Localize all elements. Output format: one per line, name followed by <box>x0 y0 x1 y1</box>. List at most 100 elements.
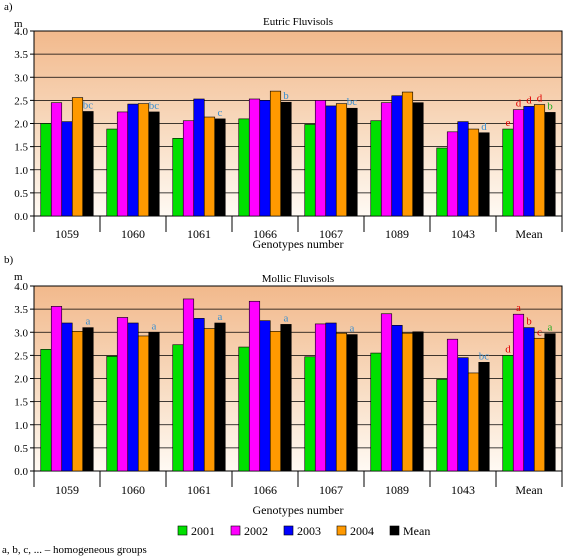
bar <box>50 102 63 217</box>
bar <box>446 131 459 217</box>
bar <box>127 103 139 217</box>
bar <box>380 102 393 217</box>
bar <box>346 107 358 217</box>
bar <box>50 306 63 472</box>
y-tick-label: 2.0 <box>14 119 28 131</box>
bar <box>401 332 414 472</box>
group-letter: d <box>516 98 522 110</box>
group-letter: d <box>526 94 532 106</box>
group-letter: bc <box>83 99 94 111</box>
legend-swatch <box>283 525 294 536</box>
group-letter: bc <box>479 350 490 362</box>
group-letter: c <box>537 326 542 338</box>
bar <box>269 331 282 472</box>
x-tick-label: 1067 <box>319 227 343 241</box>
x-tick-label: 1061 <box>187 483 211 497</box>
y-tick-label: 3.5 <box>14 304 28 316</box>
y-tick-label: 3.0 <box>14 72 28 84</box>
x-tick-label: Mean <box>515 483 542 497</box>
bar <box>71 331 84 472</box>
group-letter: c <box>218 107 223 119</box>
bar <box>391 325 403 472</box>
bar <box>467 372 480 472</box>
bar <box>544 333 556 472</box>
x-tick-label: 1089 <box>385 227 409 241</box>
y-tick-label: 1.5 <box>14 142 28 154</box>
bar <box>203 116 216 217</box>
bar <box>512 109 525 217</box>
chart-panel-a: a)m Eutric Fluvisols 0.0 0.5 1.0 1.5 2.0 2.5 3.0… <box>4 1 563 251</box>
bar <box>325 322 337 472</box>
group-letter: b <box>283 90 289 102</box>
bar <box>502 355 514 472</box>
y-tick-label: 1.5 <box>14 397 28 409</box>
bar <box>314 323 327 472</box>
y-tick-label: 4.0 <box>14 281 28 293</box>
bar <box>248 300 261 472</box>
bar <box>172 138 184 217</box>
bar <box>214 118 226 217</box>
bar <box>238 118 250 217</box>
x-tick-label: 1061 <box>187 227 211 241</box>
group-letter: b <box>547 100 553 112</box>
bar <box>478 132 490 217</box>
bar <box>148 331 160 472</box>
legend: 2001 2002 2003 2004 Mean <box>177 524 430 538</box>
bar <box>533 337 546 472</box>
bar <box>335 103 348 217</box>
group-letter: a <box>516 302 521 314</box>
bar <box>436 147 448 217</box>
bar <box>182 120 195 217</box>
panel-label: a) <box>4 1 13 13</box>
x-tick-label: 1067 <box>319 483 343 497</box>
legend-swatch <box>389 525 400 536</box>
bar <box>203 328 216 472</box>
y-tick-label: 4.0 <box>14 26 28 38</box>
x-tick-label: 1066 <box>253 483 277 497</box>
bar <box>304 356 316 472</box>
x-tick-label: 1060 <box>121 227 145 241</box>
bar <box>314 100 327 217</box>
panel-label: b) <box>4 254 14 266</box>
legend-label: Mean <box>403 524 430 538</box>
y-tick-label: 2.5 <box>14 95 28 107</box>
bar <box>412 102 424 217</box>
legend-label: 2004 <box>350 524 374 538</box>
unit-label: m <box>14 18 23 30</box>
y-tick-label: 2.5 <box>14 350 28 362</box>
bar <box>182 298 195 472</box>
x-tick-label: 1089 <box>385 483 409 497</box>
chart-title: Eutric Fluvisols <box>263 16 333 28</box>
group-letter: a <box>152 320 157 332</box>
group-letter: a <box>218 311 223 323</box>
bar <box>325 105 337 217</box>
bar <box>137 335 150 472</box>
bar <box>512 313 525 472</box>
bar <box>304 124 316 217</box>
bar <box>82 111 94 217</box>
bar <box>370 352 382 472</box>
bar <box>446 338 459 472</box>
bar <box>71 97 84 217</box>
bar <box>116 317 129 472</box>
bar <box>193 98 205 217</box>
group-letter: e <box>506 117 511 129</box>
bar <box>116 111 129 217</box>
bar <box>412 331 424 472</box>
bar <box>457 121 469 217</box>
bar <box>370 120 382 217</box>
x-tick-label: Mean <box>515 227 542 241</box>
footnote: a, b, c, ... – homogeneous groups <box>2 544 147 556</box>
bar <box>61 322 73 472</box>
x-tick-label: 1059 <box>55 483 79 497</box>
bar <box>478 362 490 472</box>
bar <box>502 128 514 217</box>
legend-label: 2002 <box>244 524 268 538</box>
bar <box>457 357 469 472</box>
x-tick-label: 1060 <box>121 483 145 497</box>
y-tick-label: 1.0 <box>14 165 28 177</box>
bar <box>259 100 271 217</box>
bar <box>148 111 160 217</box>
bar <box>40 349 52 472</box>
unit-label: m <box>14 271 23 283</box>
